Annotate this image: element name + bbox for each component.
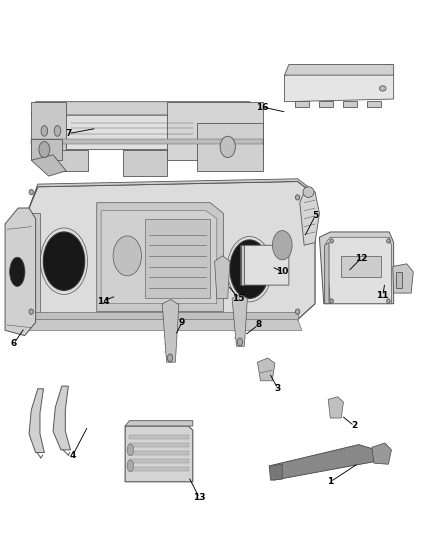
Polygon shape: [269, 464, 283, 480]
Polygon shape: [241, 245, 244, 285]
Text: 8: 8: [255, 320, 261, 329]
Ellipse shape: [39, 142, 50, 158]
Text: 14: 14: [97, 296, 110, 305]
Ellipse shape: [29, 309, 33, 314]
Ellipse shape: [379, 86, 386, 91]
Polygon shape: [130, 459, 189, 463]
Text: 2: 2: [351, 422, 357, 431]
Ellipse shape: [272, 231, 292, 260]
Text: 15: 15: [233, 294, 245, 303]
Polygon shape: [123, 150, 166, 176]
Text: 11: 11: [377, 291, 389, 300]
Ellipse shape: [387, 299, 390, 303]
Polygon shape: [326, 237, 392, 304]
Ellipse shape: [41, 126, 48, 136]
Polygon shape: [125, 426, 193, 482]
Polygon shape: [328, 397, 343, 418]
Polygon shape: [197, 123, 263, 171]
Polygon shape: [44, 150, 88, 171]
Ellipse shape: [54, 126, 61, 136]
Ellipse shape: [230, 240, 269, 298]
Polygon shape: [27, 179, 315, 213]
Polygon shape: [31, 102, 263, 115]
Polygon shape: [285, 64, 394, 75]
Ellipse shape: [167, 354, 173, 362]
Polygon shape: [97, 203, 223, 312]
Text: 16: 16: [256, 102, 269, 111]
Ellipse shape: [113, 236, 141, 276]
Ellipse shape: [387, 239, 390, 243]
Polygon shape: [343, 101, 357, 107]
Ellipse shape: [237, 338, 243, 346]
Ellipse shape: [43, 232, 85, 290]
Polygon shape: [31, 139, 62, 160]
Text: 6: 6: [11, 339, 17, 348]
Text: 1: 1: [327, 478, 333, 486]
Polygon shape: [5, 208, 35, 336]
Polygon shape: [130, 467, 189, 471]
Ellipse shape: [29, 189, 33, 195]
Polygon shape: [258, 358, 275, 381]
Polygon shape: [29, 389, 44, 453]
Text: 12: 12: [355, 254, 367, 263]
Ellipse shape: [295, 309, 300, 314]
Polygon shape: [130, 451, 189, 455]
Text: 4: 4: [70, 451, 76, 460]
Polygon shape: [101, 211, 217, 304]
Text: 13: 13: [193, 493, 205, 502]
Text: 7: 7: [65, 129, 71, 138]
Ellipse shape: [127, 460, 134, 472]
Polygon shape: [27, 312, 297, 320]
Polygon shape: [31, 115, 263, 150]
Ellipse shape: [220, 136, 235, 158]
Polygon shape: [300, 187, 319, 245]
Polygon shape: [145, 219, 210, 298]
Polygon shape: [393, 264, 413, 293]
Polygon shape: [319, 232, 394, 304]
Polygon shape: [285, 64, 394, 102]
Polygon shape: [166, 102, 263, 160]
Polygon shape: [31, 155, 66, 176]
Polygon shape: [31, 139, 263, 144]
Polygon shape: [341, 256, 381, 277]
Polygon shape: [319, 101, 332, 107]
Polygon shape: [53, 386, 71, 450]
Text: 9: 9: [179, 318, 185, 327]
Polygon shape: [130, 435, 189, 439]
Text: 3: 3: [275, 384, 281, 393]
Text: 5: 5: [312, 212, 318, 221]
Ellipse shape: [330, 299, 333, 303]
Text: 10: 10: [276, 268, 289, 276]
Polygon shape: [232, 294, 247, 346]
Polygon shape: [241, 245, 289, 285]
Ellipse shape: [127, 444, 134, 456]
Polygon shape: [31, 102, 66, 160]
Polygon shape: [269, 445, 381, 480]
Polygon shape: [27, 213, 40, 320]
Polygon shape: [130, 443, 189, 447]
Polygon shape: [325, 243, 329, 304]
Polygon shape: [27, 320, 302, 330]
Polygon shape: [125, 421, 193, 426]
Polygon shape: [162, 300, 179, 362]
Polygon shape: [295, 101, 308, 107]
Polygon shape: [215, 256, 230, 298]
Polygon shape: [396, 272, 403, 288]
Polygon shape: [372, 443, 392, 464]
Ellipse shape: [330, 239, 333, 243]
Ellipse shape: [10, 257, 25, 286]
Polygon shape: [25, 181, 315, 320]
Ellipse shape: [303, 187, 314, 197]
Ellipse shape: [295, 195, 300, 200]
Polygon shape: [367, 101, 381, 107]
